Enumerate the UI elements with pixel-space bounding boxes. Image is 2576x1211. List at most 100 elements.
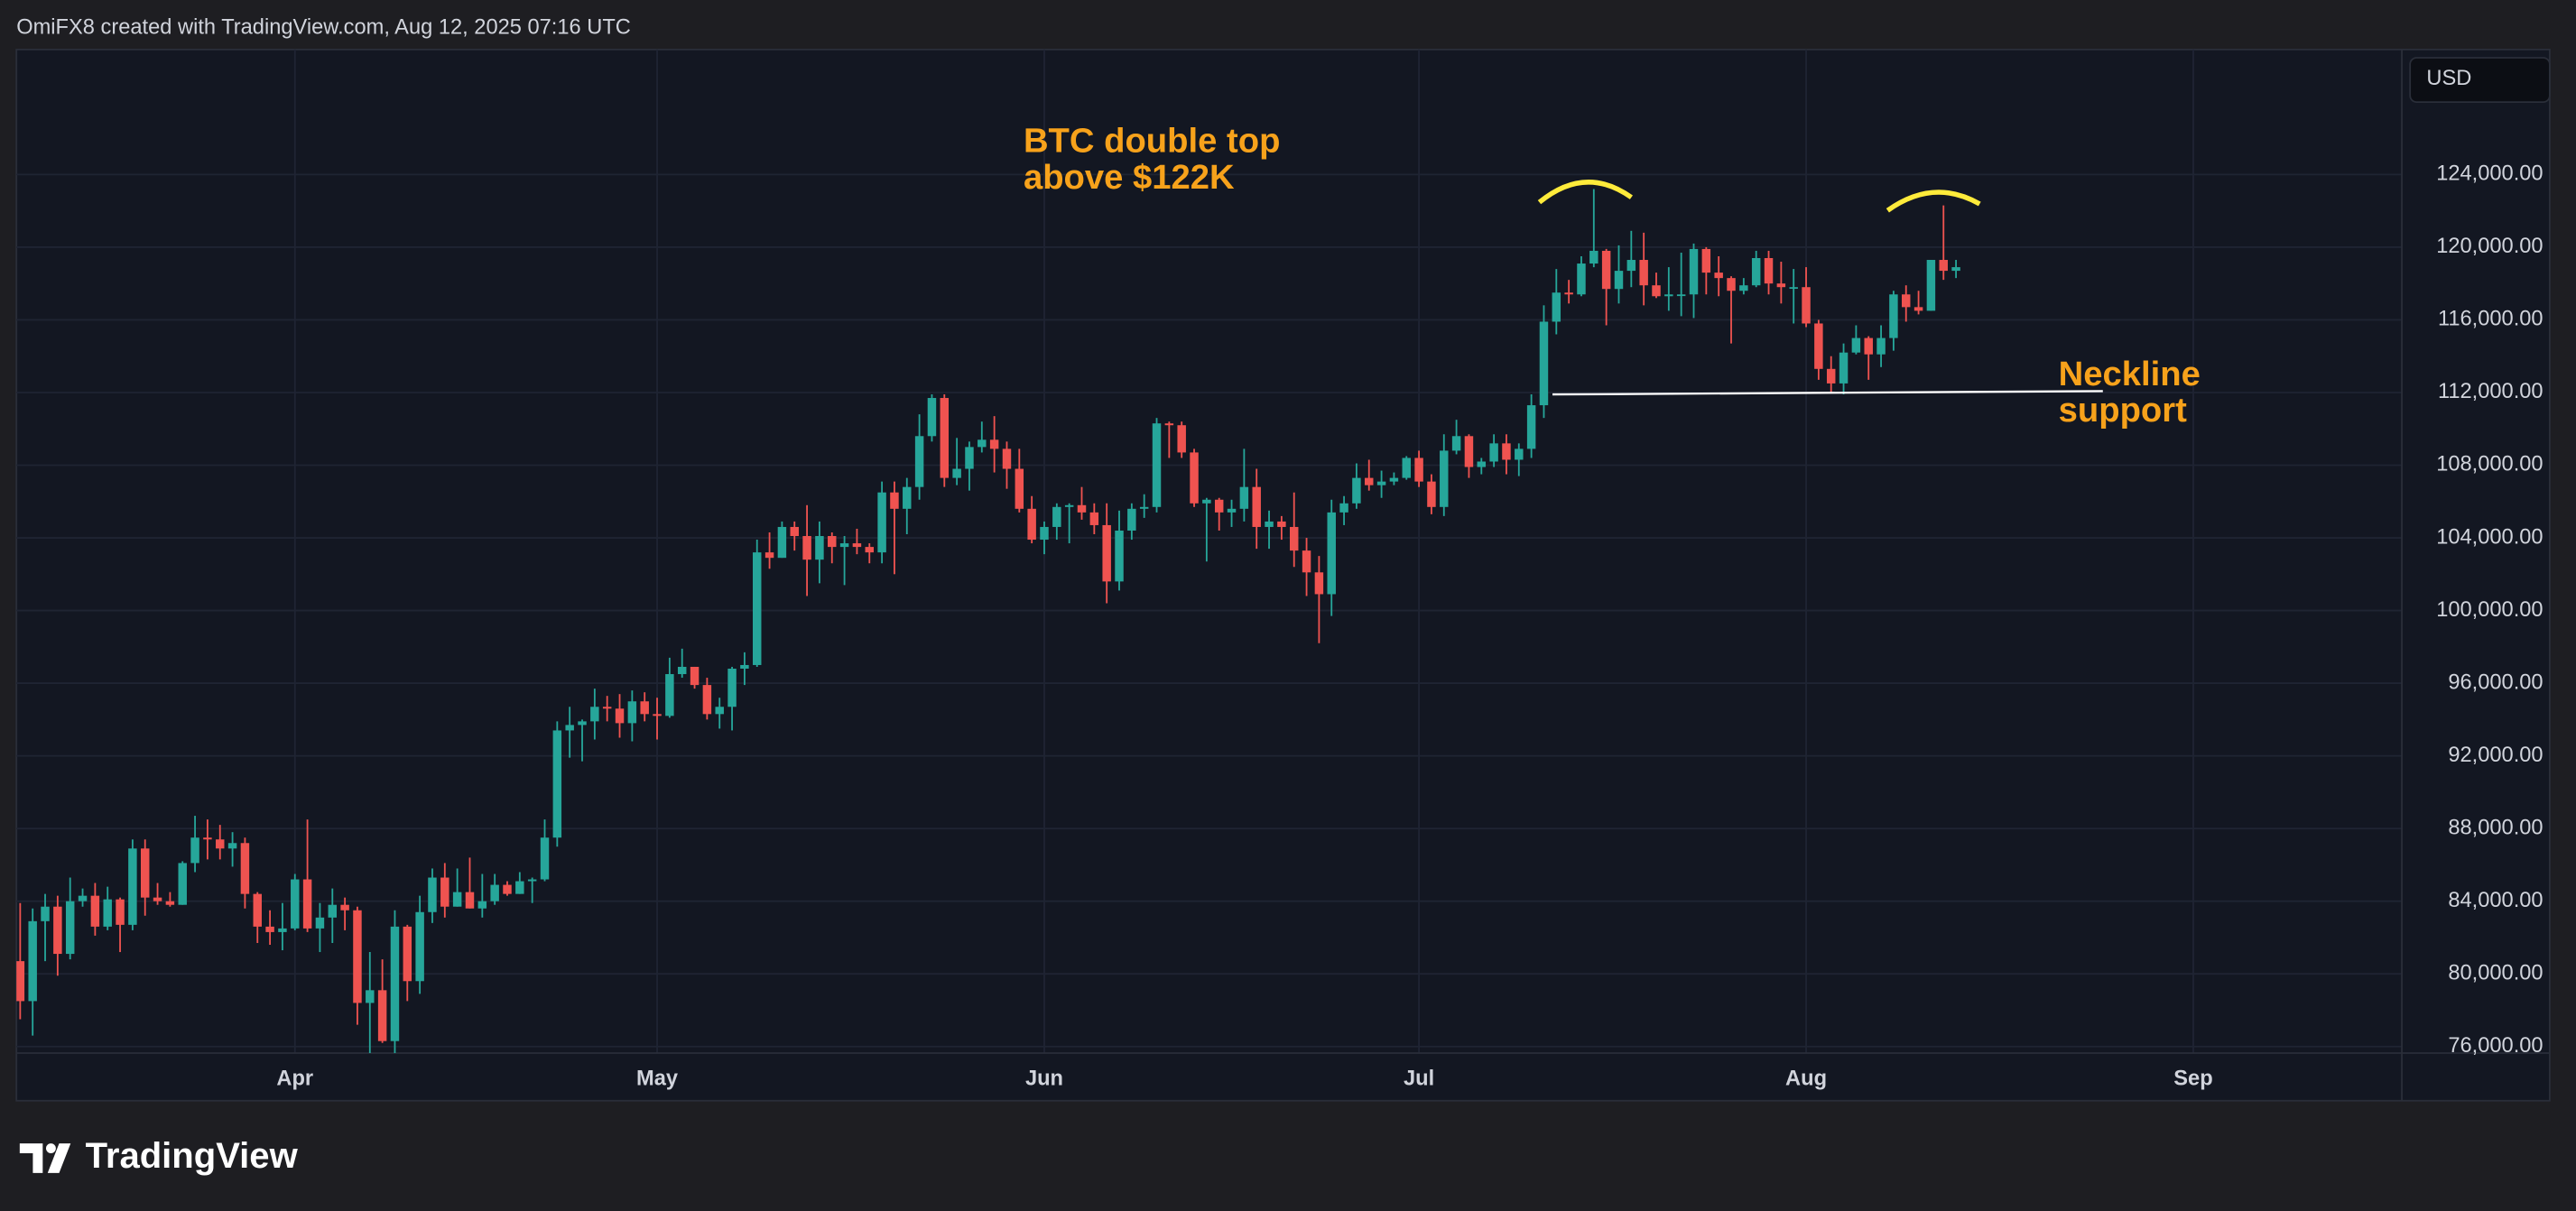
candle-body xyxy=(1440,450,1449,507)
x-tick-label: Jun xyxy=(1025,1067,1063,1090)
candle-body xyxy=(1265,521,1274,527)
currency-box[interactable] xyxy=(2409,57,2551,104)
candle-body xyxy=(1252,486,1261,527)
candle-body xyxy=(1214,499,1224,513)
candle-body xyxy=(1190,452,1199,504)
candle-body xyxy=(1876,337,1886,355)
candle-body xyxy=(1139,506,1149,509)
candle-body xyxy=(777,526,787,559)
candle-body xyxy=(203,837,212,840)
candle-body xyxy=(1701,248,1711,273)
candle-body xyxy=(1739,285,1748,291)
candle-body xyxy=(1365,477,1374,485)
y-tick-label: 100,000.00 xyxy=(2436,598,2543,622)
candle-body xyxy=(565,725,574,731)
candle-body xyxy=(253,893,262,927)
candle-body xyxy=(527,879,537,882)
candle-body xyxy=(216,839,225,849)
candle-body xyxy=(53,906,62,955)
candle-body xyxy=(278,928,287,932)
candle-body xyxy=(1552,292,1561,322)
candle-body xyxy=(1277,521,1286,527)
candle-body xyxy=(103,899,112,927)
currency[interactable]: USD xyxy=(2426,67,2471,90)
candle-body xyxy=(490,884,499,901)
candle-body xyxy=(1451,436,1461,451)
candle-body xyxy=(1002,448,1012,469)
candle-body xyxy=(353,910,362,1003)
y-tick-label: 92,000.00 xyxy=(2448,744,2543,767)
candle-body xyxy=(1015,468,1024,509)
annotation: above $122K xyxy=(1024,158,1235,197)
candle-body xyxy=(815,536,824,560)
candle-body xyxy=(914,436,924,487)
candle-body xyxy=(1040,526,1049,541)
top-arc xyxy=(1886,190,1981,213)
candle-body xyxy=(1064,504,1074,507)
candle-body xyxy=(1414,458,1423,482)
candle-body xyxy=(852,543,862,548)
candle-body xyxy=(890,492,899,509)
candle-body xyxy=(291,879,300,929)
candle-body xyxy=(377,990,387,1041)
candle-body xyxy=(1727,278,1736,291)
candle-body xyxy=(415,911,424,982)
candle-body xyxy=(1115,530,1124,582)
candle-body xyxy=(515,881,524,894)
candle-body xyxy=(802,536,811,560)
candle-body xyxy=(452,892,462,907)
candle-body xyxy=(140,848,150,898)
candle-body xyxy=(190,837,199,864)
candle-body xyxy=(1164,423,1174,426)
candle-body xyxy=(1789,287,1798,290)
candle-body xyxy=(1639,260,1648,286)
candle-body xyxy=(227,843,237,849)
y-tick-label: 96,000.00 xyxy=(2448,670,2543,694)
candle-body xyxy=(1289,526,1299,551)
candle-body xyxy=(1239,486,1249,509)
x-tick-label: Apr xyxy=(276,1067,313,1090)
candle-body xyxy=(578,721,587,726)
candle-body xyxy=(1839,352,1849,384)
candle-body xyxy=(390,926,400,1041)
candle-body xyxy=(1352,477,1361,504)
candle-body xyxy=(989,439,999,449)
logo-icon xyxy=(19,1143,71,1173)
candle-body xyxy=(128,848,137,925)
candle-body xyxy=(677,666,687,675)
candle-body xyxy=(153,897,162,901)
candle-body xyxy=(1327,512,1336,595)
candle-body xyxy=(1339,503,1348,513)
neckline xyxy=(1552,390,2103,396)
candle-body xyxy=(1751,257,1761,286)
candle-body xyxy=(1389,477,1399,482)
candle-body xyxy=(1464,436,1474,467)
candle-body xyxy=(1764,257,1774,284)
candle-body xyxy=(1864,337,1873,355)
candle-body xyxy=(1564,292,1573,295)
candle-body xyxy=(1127,508,1136,531)
x-tick-label: Jul xyxy=(1404,1067,1434,1090)
candle-body xyxy=(653,714,662,716)
candle-body xyxy=(640,701,649,715)
candle-body xyxy=(340,904,349,911)
candle-body xyxy=(28,920,37,1002)
candle-body xyxy=(740,664,749,669)
candle-body xyxy=(753,552,762,665)
candle-body xyxy=(116,899,125,925)
candle-body xyxy=(178,863,187,905)
candle-body xyxy=(877,492,886,553)
candle-body xyxy=(165,901,175,905)
top-arc xyxy=(1537,180,1633,205)
candle-body xyxy=(590,707,599,722)
candle-body xyxy=(1102,524,1111,582)
candle-body xyxy=(1676,294,1686,297)
candle-body xyxy=(1714,273,1723,279)
candle-body xyxy=(690,666,700,686)
y-tick-label: 88,000.00 xyxy=(2448,816,2543,839)
candle-body xyxy=(764,552,774,559)
y-tick-label: 108,000.00 xyxy=(2436,453,2543,476)
candle-body xyxy=(927,398,937,437)
y-tick-label: 104,000.00 xyxy=(2436,525,2543,549)
